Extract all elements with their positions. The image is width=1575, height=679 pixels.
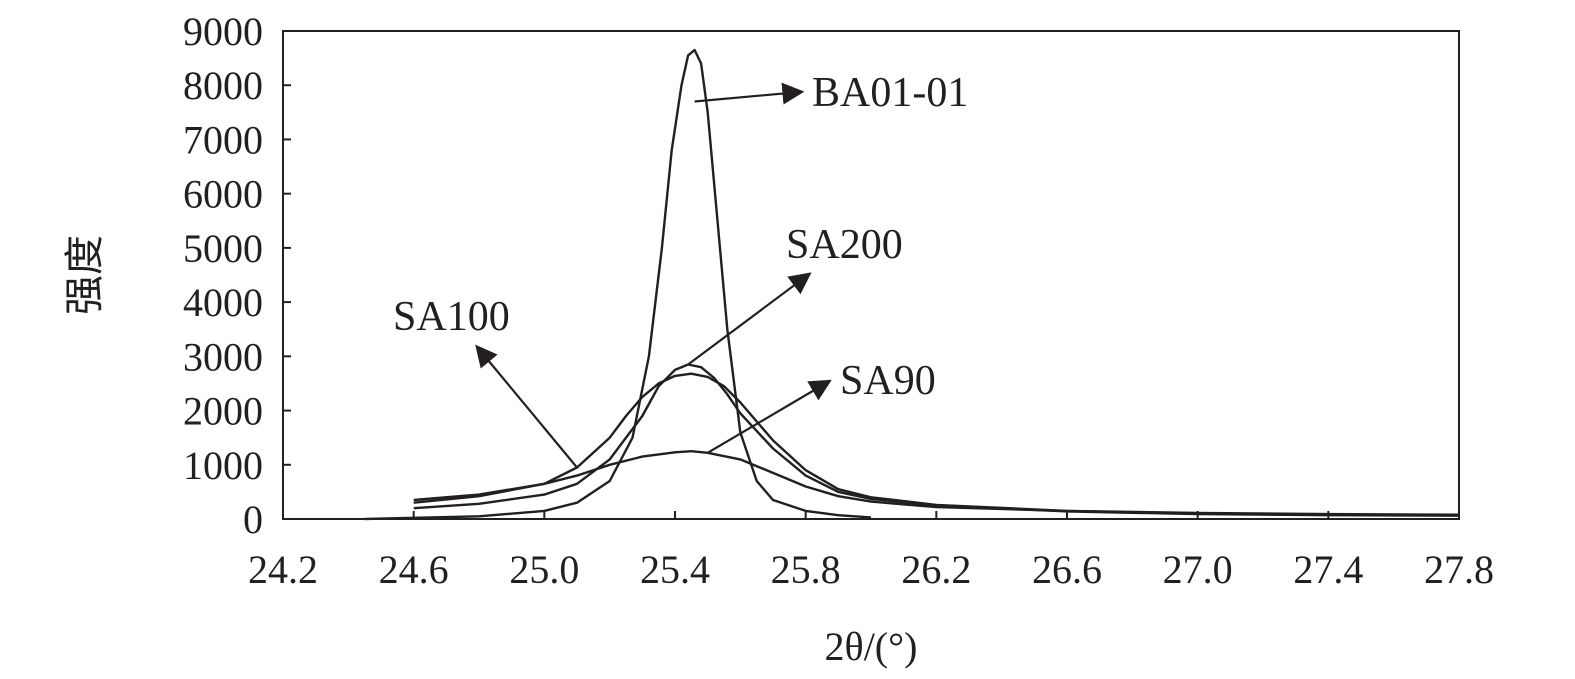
series-layer (364, 48, 1460, 521)
annotation-layer: BA01-01 SA200 SA100 SA90 (393, 70, 968, 469)
annotation-label: SA90 (840, 358, 936, 404)
y-tick-label: 2000 (183, 389, 263, 434)
y-tick-label: 7000 (183, 117, 263, 162)
y-tick-label: 0 (243, 497, 263, 542)
x-tick-label: 26.2 (901, 547, 971, 592)
x-tick-label: 24.2 (248, 547, 318, 592)
annotation-arrow (687, 272, 812, 366)
x-tick-label: 25.8 (771, 547, 841, 592)
series-line-sa200 (413, 363, 1460, 517)
y-tick-label: 1000 (183, 443, 263, 488)
y-tick-label: 9000 (183, 9, 263, 54)
plot-frame (282, 30, 1460, 520)
series-line-sa90 (413, 450, 1460, 516)
annotation-label: SA100 (393, 294, 510, 340)
annotation-label: BA01-01 (812, 70, 968, 116)
annotation-label: SA200 (786, 222, 903, 268)
annotation-arrow (694, 82, 805, 105)
annotation-arrow (475, 344, 578, 469)
series-line-sa100 (413, 372, 1460, 517)
x-tick-label: 25.0 (509, 547, 579, 592)
y-axis-title: 强度 (62, 235, 107, 315)
x-tick-label: 27.8 (1424, 547, 1494, 592)
x-axis-ticks: 24.2 24.6 25.0 25.4 25.8 26.2 26.6 27.0 27.4 27.8 (248, 511, 1494, 592)
y-tick-label: 4000 (183, 280, 263, 325)
y-tick-label: 6000 (183, 172, 263, 217)
x-axis-title: 2θ/(°) (825, 624, 918, 669)
series-line-ba01-01 (364, 48, 872, 521)
x-tick-label: 25.4 (640, 547, 710, 592)
y-tick-label: 5000 (183, 226, 263, 271)
x-tick-label: 24.6 (379, 547, 449, 592)
y-tick-label: 3000 (183, 334, 263, 379)
y-tick-label: 8000 (183, 63, 263, 108)
x-tick-label: 27.0 (1163, 547, 1233, 592)
y-axis-ticks: 0 1000 2000 3000 4000 5000 6000 7000 8000 9000 (183, 9, 291, 542)
x-tick-label: 26.6 (1032, 547, 1102, 592)
annotation-arrow (707, 379, 832, 454)
x-tick-label: 27.4 (1293, 547, 1363, 592)
